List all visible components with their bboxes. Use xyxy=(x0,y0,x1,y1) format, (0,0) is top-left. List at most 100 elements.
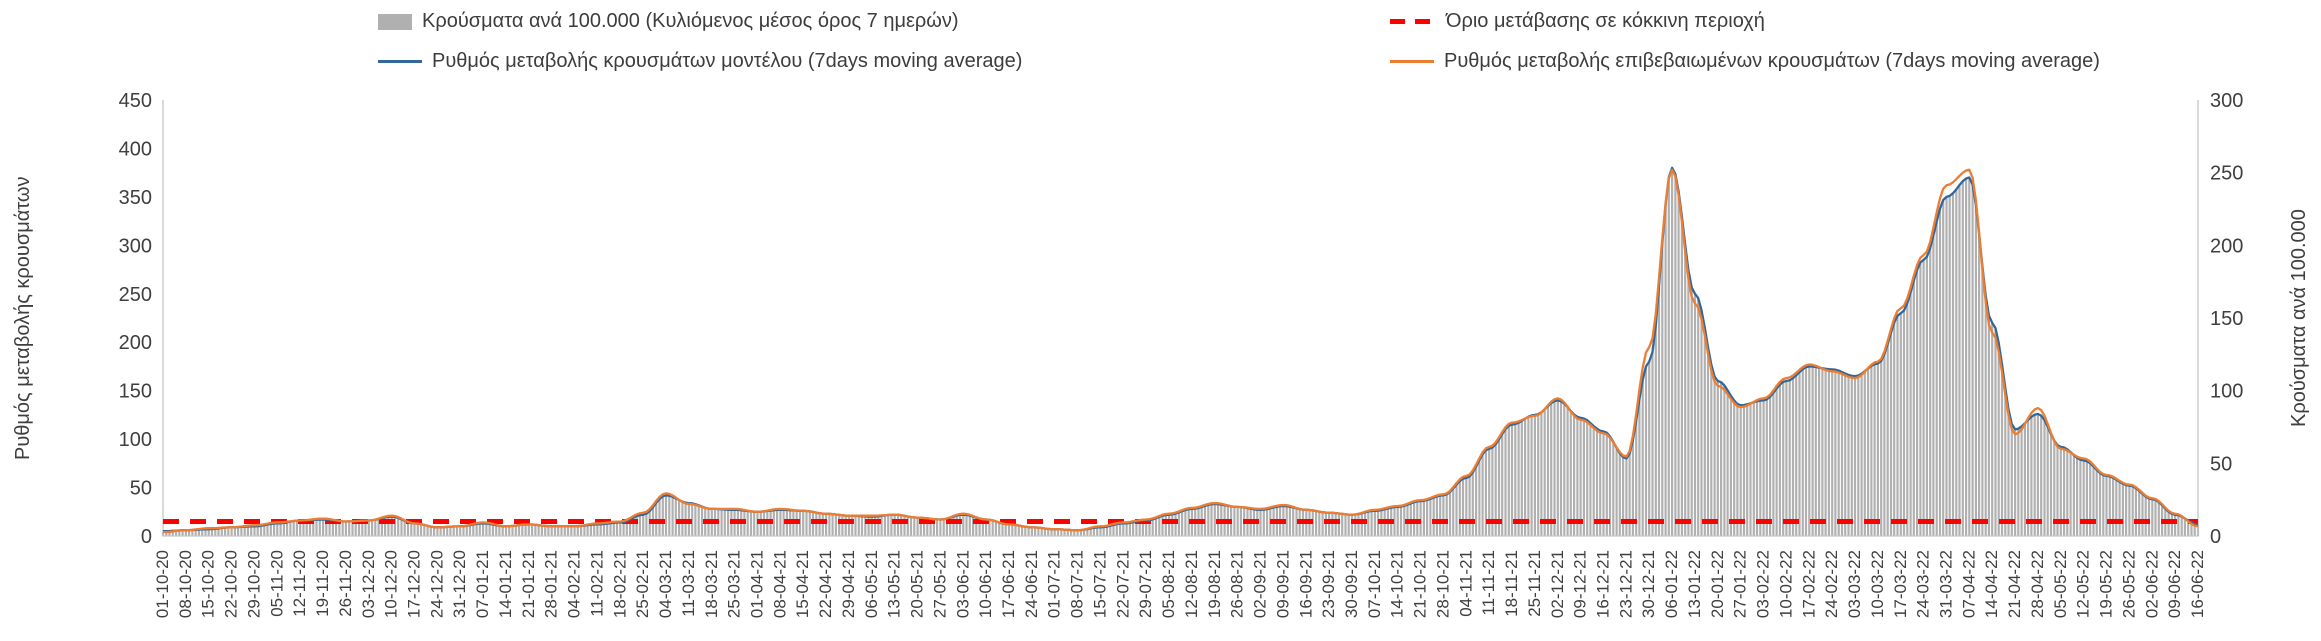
svg-text:06-05-21: 06-05-21 xyxy=(862,550,881,618)
svg-text:26-05-22: 26-05-22 xyxy=(2119,550,2138,618)
svg-text:29-07-21: 29-07-21 xyxy=(1136,550,1155,618)
svg-text:09-09-21: 09-09-21 xyxy=(1273,550,1292,618)
orange-line-marker-icon xyxy=(1390,60,1434,63)
svg-text:13-05-21: 13-05-21 xyxy=(885,550,904,618)
svg-text:08-07-21: 08-07-21 xyxy=(1068,550,1087,618)
svg-text:12-08-21: 12-08-21 xyxy=(1182,550,1201,618)
svg-text:10-06-21: 10-06-21 xyxy=(976,550,995,618)
svg-text:21-01-21: 21-01-21 xyxy=(519,550,538,618)
svg-text:10-12-20: 10-12-20 xyxy=(382,550,401,618)
svg-text:14-04-22: 14-04-22 xyxy=(1982,550,2001,618)
svg-text:300: 300 xyxy=(2210,90,2243,112)
dashed-line-marker-icon xyxy=(1390,19,1436,24)
svg-text:18-11-21: 18-11-21 xyxy=(1502,550,1521,617)
svg-text:04-03-21: 04-03-21 xyxy=(656,550,675,618)
svg-text:50: 50 xyxy=(130,478,152,500)
svg-text:350: 350 xyxy=(119,187,152,209)
svg-text:11-02-21: 11-02-21 xyxy=(587,550,606,617)
svg-text:24-03-22: 24-03-22 xyxy=(1914,550,1933,618)
svg-text:15-10-20: 15-10-20 xyxy=(199,550,218,618)
svg-text:08-10-20: 08-10-20 xyxy=(176,550,195,618)
svg-text:23-09-21: 23-09-21 xyxy=(1319,550,1338,618)
svg-text:31-03-22: 31-03-22 xyxy=(1937,550,1956,618)
svg-text:28-04-22: 28-04-22 xyxy=(2028,550,2047,618)
svg-text:26-08-21: 26-08-21 xyxy=(1228,550,1247,618)
svg-text:07-04-22: 07-04-22 xyxy=(1959,550,1978,618)
svg-text:50: 50 xyxy=(2210,453,2232,475)
svg-text:09-12-21: 09-12-21 xyxy=(1571,550,1590,618)
svg-text:28-01-21: 28-01-21 xyxy=(542,550,561,618)
svg-text:150: 150 xyxy=(119,381,152,403)
legend-item-confirmed-rate: Ρυθμός μεταβολής επιβεβαιωμένων κρουσμάτ… xyxy=(1390,50,2100,73)
svg-text:15-07-21: 15-07-21 xyxy=(1091,550,1110,618)
svg-text:25-03-21: 25-03-21 xyxy=(725,550,744,618)
svg-text:20-05-21: 20-05-21 xyxy=(908,550,927,618)
svg-text:0: 0 xyxy=(141,526,152,548)
svg-text:250: 250 xyxy=(119,284,152,306)
svg-text:25-11-21: 25-11-21 xyxy=(1525,550,1544,617)
svg-text:29-10-20: 29-10-20 xyxy=(245,550,264,618)
svg-text:18-03-21: 18-03-21 xyxy=(702,550,721,618)
bar-marker-icon xyxy=(378,13,412,30)
svg-text:11-03-21: 11-03-21 xyxy=(679,550,698,617)
legend-label-red-threshold: Όριο μετάβασης σε κόκκινη περιοχή xyxy=(1446,10,1765,32)
svg-text:19-11-20: 19-11-20 xyxy=(313,550,332,617)
svg-text:0: 0 xyxy=(2210,526,2221,548)
svg-text:13-01-22: 13-01-22 xyxy=(1685,550,1704,618)
svg-text:03-02-22: 03-02-22 xyxy=(1754,550,1773,618)
svg-text:30-09-21: 30-09-21 xyxy=(1342,550,1361,618)
svg-text:20-01-22: 20-01-22 xyxy=(1708,550,1727,618)
svg-text:400: 400 xyxy=(119,138,152,160)
svg-text:03-03-22: 03-03-22 xyxy=(1845,550,1864,618)
svg-text:22-04-21: 22-04-21 xyxy=(816,550,835,618)
svg-text:15-04-21: 15-04-21 xyxy=(793,550,812,618)
svg-text:02-12-21: 02-12-21 xyxy=(1548,550,1567,618)
svg-text:02-09-21: 02-09-21 xyxy=(1251,550,1270,618)
svg-text:23-12-21: 23-12-21 xyxy=(1616,550,1635,618)
legend-item-red-threshold: Όριο μετάβασης σε κόκκινη περιοχή xyxy=(1390,10,1765,33)
svg-text:27-05-21: 27-05-21 xyxy=(930,550,949,618)
svg-text:02-06-22: 02-06-22 xyxy=(2142,550,2161,618)
svg-text:28-10-21: 28-10-21 xyxy=(1433,550,1452,618)
svg-text:29-04-21: 29-04-21 xyxy=(839,550,858,618)
svg-text:07-10-21: 07-10-21 xyxy=(1365,550,1384,618)
svg-text:05-08-21: 05-08-21 xyxy=(1159,550,1178,618)
svg-text:250: 250 xyxy=(2210,163,2243,185)
svg-text:300: 300 xyxy=(119,235,152,257)
svg-text:11-11-21: 11-11-21 xyxy=(1479,550,1498,616)
svg-text:04-02-21: 04-02-21 xyxy=(565,550,584,618)
svg-text:16-12-21: 16-12-21 xyxy=(1594,550,1613,618)
svg-text:26-11-20: 26-11-20 xyxy=(336,550,355,617)
svg-text:05-05-22: 05-05-22 xyxy=(2051,550,2070,618)
svg-text:30-12-21: 30-12-21 xyxy=(1639,550,1658,618)
svg-text:150: 150 xyxy=(2210,308,2243,330)
svg-text:17-12-20: 17-12-20 xyxy=(405,550,424,618)
svg-text:24-12-20: 24-12-20 xyxy=(427,550,446,618)
svg-text:24-02-22: 24-02-22 xyxy=(1822,550,1841,618)
svg-text:21-04-22: 21-04-22 xyxy=(2005,550,2024,618)
svg-text:100: 100 xyxy=(2210,381,2243,403)
svg-text:01-04-21: 01-04-21 xyxy=(748,550,767,618)
svg-text:14-10-21: 14-10-21 xyxy=(1388,550,1407,618)
svg-text:19-08-21: 19-08-21 xyxy=(1205,550,1224,618)
svg-text:01-07-21: 01-07-21 xyxy=(1045,550,1064,618)
svg-text:17-03-22: 17-03-22 xyxy=(1891,550,1910,618)
svg-text:09-06-22: 09-06-22 xyxy=(2165,550,2184,618)
svg-text:03-06-21: 03-06-21 xyxy=(953,550,972,618)
svg-text:16-06-22: 16-06-22 xyxy=(2188,550,2207,618)
svg-text:25-02-21: 25-02-21 xyxy=(633,550,652,618)
svg-text:01-10-20: 01-10-20 xyxy=(153,550,172,618)
svg-text:05-11-20: 05-11-20 xyxy=(267,550,286,617)
svg-text:24-06-21: 24-06-21 xyxy=(1022,550,1041,618)
svg-text:100: 100 xyxy=(119,429,152,451)
legend-item-cases-bars: Κρούσματα ανά 100.000 (Κυλιόμενος μέσος … xyxy=(378,10,959,33)
svg-text:12-05-22: 12-05-22 xyxy=(2074,550,2093,618)
svg-text:14-01-21: 14-01-21 xyxy=(496,550,515,618)
legend-label-confirmed-rate: Ρυθμός μεταβολής επιβεβαιωμένων κρουσμάτ… xyxy=(1444,50,2100,72)
svg-text:31-12-20: 31-12-20 xyxy=(450,550,469,618)
legend-label-model-rate: Ρυθμός μεταβολής κρουσμάτων μοντέλου (7d… xyxy=(432,50,1023,72)
svg-text:04-11-21: 04-11-21 xyxy=(1456,550,1475,617)
blue-line-marker-icon xyxy=(378,60,422,63)
